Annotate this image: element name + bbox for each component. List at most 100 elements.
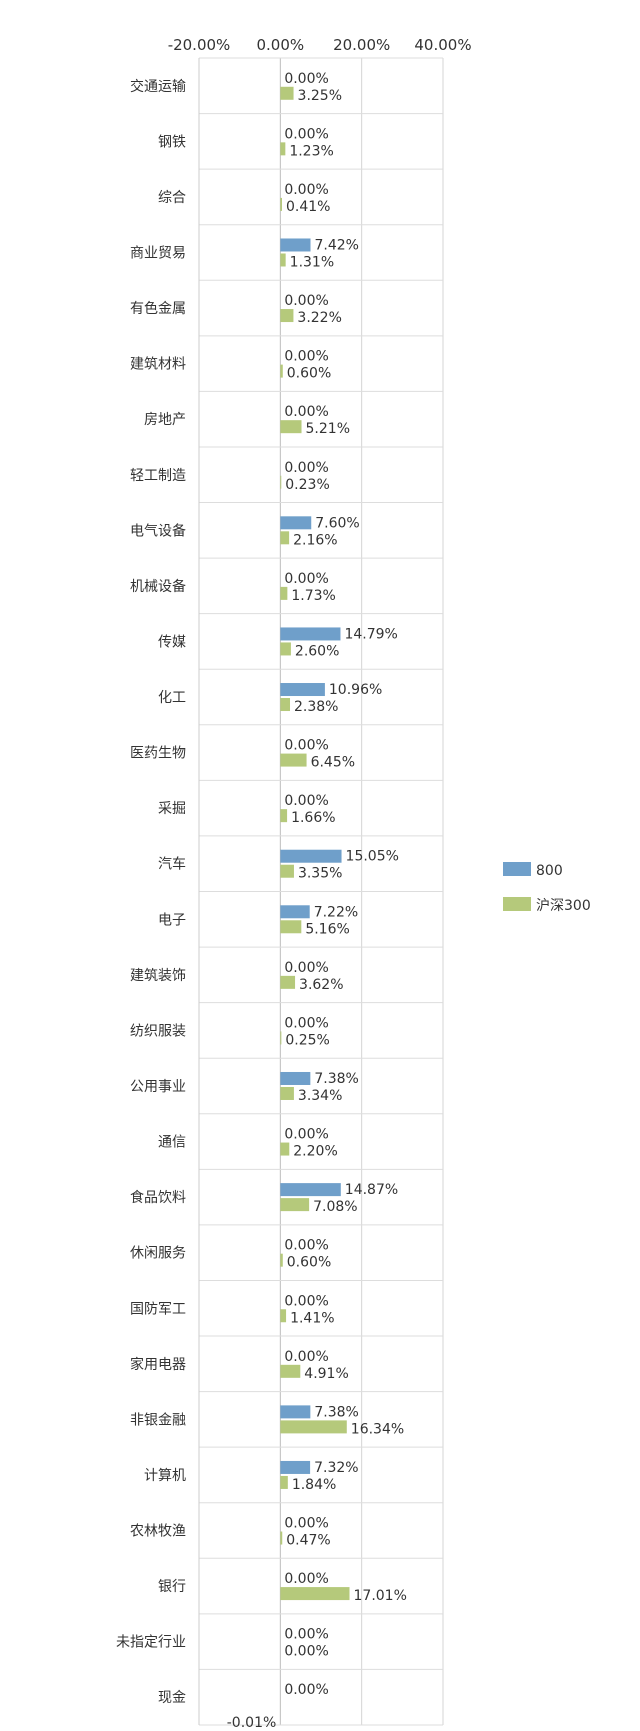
data-label-800: 0.00% <box>284 404 328 420</box>
category-label: 未指定行业 <box>116 1635 186 1651</box>
bar-hs300 <box>280 364 283 378</box>
bar-800 <box>280 1183 341 1197</box>
data-label-hs300: 0.23% <box>285 477 329 493</box>
x-tick-label: -20.00% <box>168 36 231 54</box>
category-label: 银行 <box>158 1579 186 1595</box>
bar-800 <box>280 1460 311 1474</box>
bar-hs300 <box>280 1142 290 1156</box>
data-label-hs300: 6.45% <box>311 755 355 771</box>
data-label-800: 0.00% <box>284 1627 328 1643</box>
bar-800 <box>280 905 310 919</box>
category-label: 医药生物 <box>130 746 186 762</box>
bar-hs300 <box>280 420 302 434</box>
data-label-hs300: 0.47% <box>286 1533 330 1549</box>
data-label-800: 0.00% <box>284 349 328 365</box>
bar-hs300 <box>280 1475 288 1489</box>
category-label: 传媒 <box>158 634 186 650</box>
category-label: 轻工制造 <box>130 468 186 484</box>
data-label-hs300: 1.23% <box>289 143 333 159</box>
category-label: 家用电器 <box>130 1356 186 1373</box>
data-label-800: 14.79% <box>344 626 397 642</box>
category-label: 有色金属 <box>130 300 186 317</box>
data-labels: 0.00%3.25%0.00%1.23%0.00%0.41%7.42%1.31%… <box>227 71 407 1731</box>
bars <box>280 86 350 1712</box>
bar-800 <box>280 683 325 697</box>
bar-800 <box>280 1071 311 1085</box>
data-label-800: 7.60% <box>315 515 359 531</box>
bar-hs300 <box>280 309 294 323</box>
bar-hs300 <box>280 1364 301 1378</box>
data-label-800: 0.00% <box>284 1349 328 1365</box>
bar-hs300 <box>280 1309 287 1323</box>
data-label-hs300: 2.60% <box>295 643 339 659</box>
bar-hs300 <box>280 975 296 989</box>
data-label-hs300: 7.08% <box>313 1199 357 1215</box>
data-label-800: 7.38% <box>314 1071 358 1087</box>
data-label-800: 0.00% <box>284 293 328 309</box>
bar-hs300 <box>280 531 290 545</box>
bar-hs300 <box>280 475 282 489</box>
grid <box>198 57 444 1726</box>
bar-hs300 <box>280 1587 350 1601</box>
category-label: 农林牧渔 <box>130 1524 186 1540</box>
data-label-800: 0.00% <box>284 1293 328 1309</box>
x-axis-ticks: -20.00% 0.00% 20.00% 40.00% <box>168 36 472 54</box>
bar-800 <box>280 849 342 863</box>
category-label: 食品饮料 <box>130 1189 186 1206</box>
bar-hs300 <box>280 197 283 211</box>
legend: 800 沪深300 <box>503 862 591 914</box>
x-tick-label: 20.00% <box>333 36 390 54</box>
data-label-hs300: 0.25% <box>285 1032 329 1048</box>
category-label: 化工 <box>158 690 186 706</box>
category-label: 钢铁 <box>158 134 186 150</box>
category-label: 纺织服装 <box>130 1023 186 1039</box>
data-label-800: 14.87% <box>345 1182 398 1198</box>
category-label: 计算机 <box>144 1468 186 1484</box>
category-label: 国防军工 <box>130 1301 186 1317</box>
category-label: 电气设备 <box>130 522 186 539</box>
data-label-hs300: 3.34% <box>298 1088 342 1104</box>
data-label-hs300: 16.34% <box>351 1421 404 1437</box>
data-label-800: 7.32% <box>314 1460 358 1476</box>
bar-hs300 <box>280 864 294 878</box>
data-label-800: 0.00% <box>284 1571 328 1587</box>
data-label-hs300: 5.16% <box>305 921 349 937</box>
x-tick-label: 40.00% <box>414 36 471 54</box>
data-label-800: 0.00% <box>284 571 328 587</box>
bar-hs300 <box>280 642 291 656</box>
bar-hs300 <box>280 1253 283 1267</box>
data-label-800: 7.42% <box>315 237 359 253</box>
bar-hs300 <box>280 1420 347 1434</box>
data-label-hs300: 3.62% <box>299 977 343 993</box>
data-label-hs300: 2.38% <box>294 699 338 715</box>
category-axis: 交通运输钢铁综合商业贸易有色金属建筑材料房地产轻工制造电气设备机械设备传媒化工医… <box>116 78 186 1706</box>
bar-800 <box>280 1405 311 1419</box>
bar-hs300 <box>280 753 307 767</box>
data-label-800: 0.00% <box>284 126 328 142</box>
bar-hs300 <box>280 253 286 267</box>
data-label-800: 0.00% <box>284 738 328 754</box>
data-label-hs300: 2.16% <box>293 532 337 548</box>
bar-800 <box>280 627 341 641</box>
data-label-hs300: 1.31% <box>290 254 334 270</box>
bar-800 <box>280 238 311 252</box>
data-label-hs300: 3.35% <box>298 866 342 882</box>
data-label-800: 0.00% <box>284 793 328 809</box>
data-label-hs300: 0.60% <box>287 366 331 382</box>
data-label-hs300: 4.91% <box>304 1366 348 1382</box>
bar-hs300 <box>280 1198 310 1212</box>
data-label-800: 7.22% <box>314 904 358 920</box>
data-label-hs300: 2.20% <box>293 1144 337 1160</box>
data-label-800: 0.00% <box>284 960 328 976</box>
data-label-800: 0.00% <box>284 1238 328 1254</box>
category-label: 综合 <box>158 190 186 206</box>
legend-label-hs300: 沪深300 <box>536 898 591 914</box>
category-label: 通信 <box>158 1135 186 1151</box>
data-label-800: 7.38% <box>314 1404 358 1420</box>
category-label: 公用事业 <box>130 1079 186 1095</box>
data-label-800: 0.00% <box>284 1015 328 1031</box>
category-label: 汽车 <box>158 856 186 873</box>
data-label-hs300: 3.25% <box>298 88 342 104</box>
bar-800 <box>280 516 312 530</box>
